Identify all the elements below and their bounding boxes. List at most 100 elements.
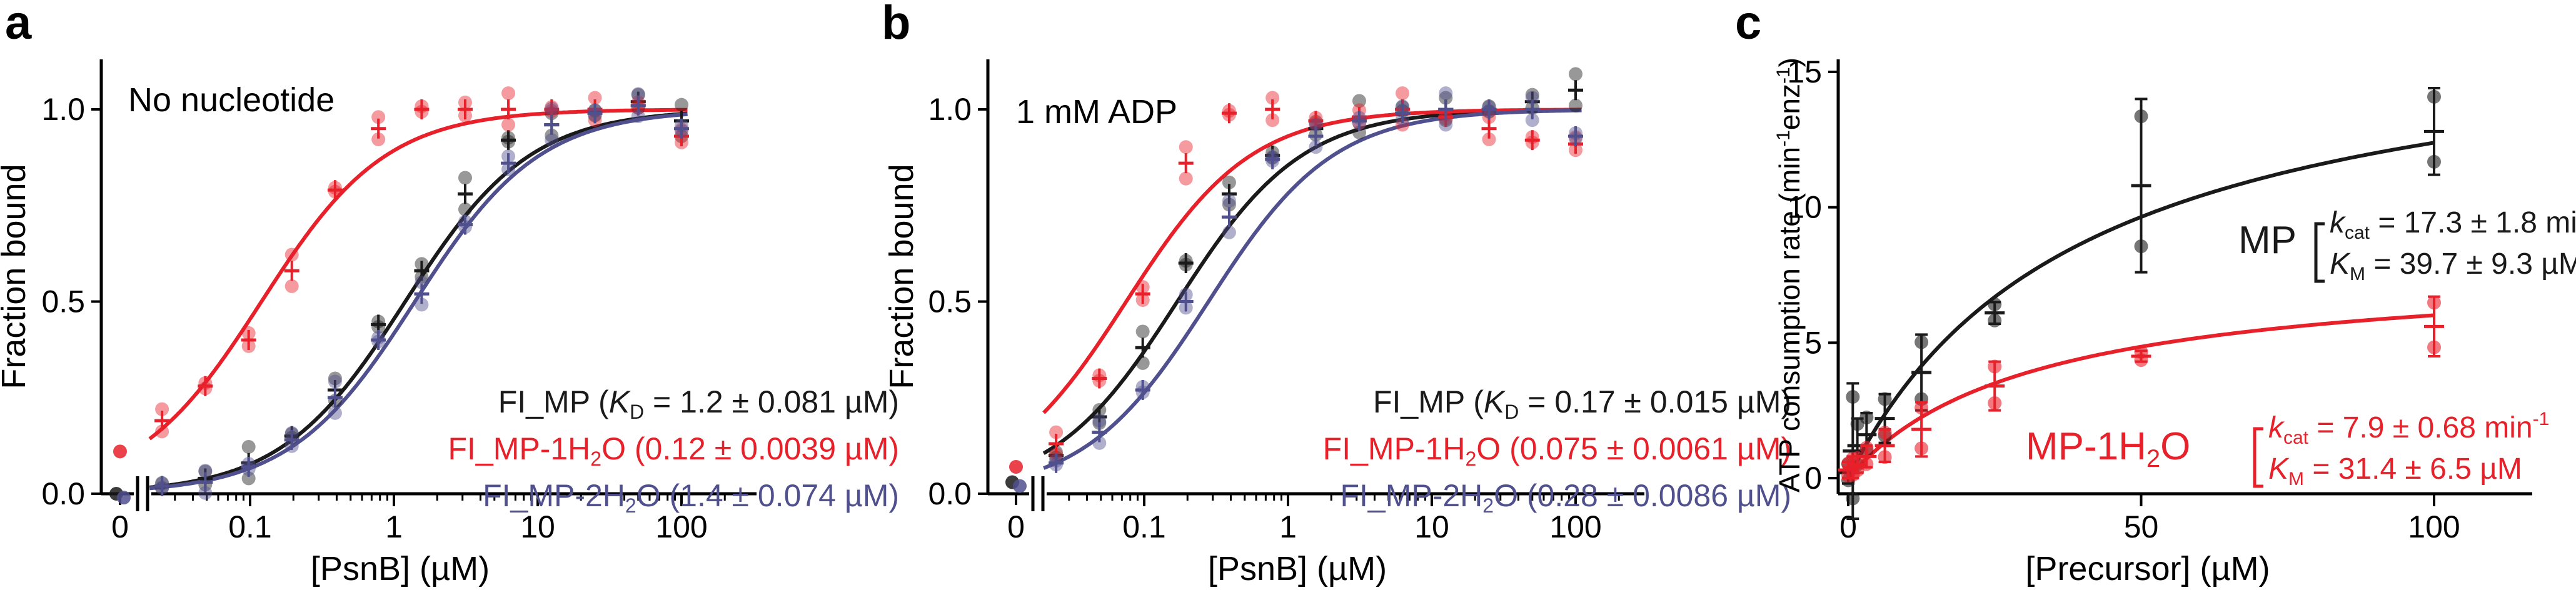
- legend-a-blue: FI_MP-2H2O (1.4 ± 0.074 µM): [483, 478, 899, 517]
- x-tick-label: 10: [1414, 509, 1449, 544]
- data-point-zero: [1009, 459, 1023, 474]
- data-point-replicate: [328, 406, 342, 420]
- data-point-replicate: [415, 275, 429, 289]
- data-point-replicate: [1396, 86, 1410, 101]
- data-point-replicate: [588, 91, 602, 105]
- data-point-replicate: [1135, 324, 1150, 339]
- data-point-replicate: [1222, 194, 1236, 208]
- axes-a: 0.0 0.5 1.0 0 0.1 1 10 100 [PsnB] (µM) Fraction b…: [0, 59, 757, 588]
- y-tick-label: 1.0: [41, 92, 85, 127]
- data-point-replicate: [1439, 118, 1453, 132]
- x-axis-label: [Precursor] (µM): [2025, 550, 2270, 588]
- x-axis-label: [PsnB] (µM): [311, 550, 490, 588]
- data-point-replicate: [1439, 86, 1453, 101]
- y-tick-label: 15: [1787, 54, 1822, 89]
- axes-b: 0.0 0.5 1.0 0 0.1 1 10 100 [PsnB] (µM) Fraction b…: [883, 59, 1644, 588]
- data-point-replicate: [1222, 198, 1236, 212]
- y-tick-label: 0: [1804, 461, 1822, 496]
- data-point-replicate: [1092, 414, 1107, 428]
- data-point-replicate: [501, 118, 516, 132]
- data-point-replicate: [675, 98, 688, 112]
- data-point-replicate: [415, 298, 429, 312]
- data-point-replicate: [545, 128, 559, 142]
- x-tick-label: 1: [1279, 509, 1297, 544]
- data-point-replicate: [458, 202, 472, 216]
- data-point-replicate: [1179, 171, 1193, 186]
- legend-b-red: FI_MP-1H2O (0.075 ± 0.0061 µM): [1323, 431, 1791, 470]
- data-point-replicate: [545, 101, 559, 116]
- data-point-replicate: [545, 133, 559, 148]
- y-tick-label: 0.0: [41, 476, 85, 511]
- fit-curve-FI_MP-1H2O: [1042, 108, 1582, 414]
- data-point-replicate: [1525, 113, 1539, 128]
- legend-a-red: FI_MP-1H2O (0.12 ± 0.0039 µM): [448, 431, 899, 470]
- y-tick-label: 10: [1787, 190, 1822, 225]
- annot-mp-km: KM = 39.7 ± 9.3 µM: [2330, 248, 2576, 284]
- annot-mp1h2o-km: KM = 31.4 ± 6.5 µM: [2268, 452, 2522, 489]
- legend-b-black: FI_MP (KD = 0.17 ± 0.015 µM): [1373, 384, 1791, 423]
- x-tick-label: 0.1: [1122, 509, 1166, 544]
- annot-mp1h2o-kcat: kcat = 7.9 ± 0.68 min-1: [2268, 409, 2549, 448]
- data-point-replicate: [371, 132, 386, 146]
- data-point-replicate: [1049, 425, 1064, 439]
- data-point-replicate: [284, 279, 299, 293]
- data-point-replicate: [1265, 91, 1280, 105]
- data-point-replicate: [241, 439, 256, 454]
- panel-letter-b: b: [882, 0, 910, 49]
- annot-mp1h2o-bracket: [2253, 427, 2263, 488]
- data-point-replicate: [458, 171, 472, 185]
- x-tick-label: 100: [2408, 509, 2460, 544]
- y-axis-label: Fraction bound: [0, 164, 33, 389]
- data-point-replicate: [328, 374, 342, 389]
- data-point-replicate: [1135, 356, 1150, 370]
- panel-b: 0.0 0.5 1.0 0 0.1 1 10 100 [PsnB] (µM) Fraction b…: [883, 59, 1791, 588]
- data-point-replicate: [1396, 118, 1410, 132]
- data-point-replicate: [371, 110, 386, 124]
- data-point-replicate: [155, 402, 169, 416]
- x-tick-label: 1: [385, 509, 403, 544]
- data-points-b: [1005, 67, 1583, 493]
- panel-letter-a: a: [5, 0, 32, 49]
- y-tick-label: 0.0: [928, 476, 972, 511]
- x-axis-label: [PsnB] (µM): [1208, 550, 1387, 588]
- data-point-replicate: [1309, 140, 1323, 154]
- y-axis-label: ATP consumption rate (min-1enz-1): [1773, 58, 1806, 492]
- data-point-replicate: [631, 87, 645, 101]
- legend-b-blue: FI_MP-2H2O (0.28 ± 0.0086 µM): [1340, 478, 1791, 517]
- panel-letter-c: c: [1735, 0, 1761, 49]
- data-points-a: [109, 86, 689, 505]
- data-point-replicate: [198, 486, 213, 500]
- data-point-replicate: [1439, 91, 1453, 105]
- legend-a-black: FI_MP (KD = 1.2 ± 0.081 µM): [498, 384, 899, 423]
- x-tick-label: 0.1: [228, 509, 272, 544]
- data-point-replicate: [631, 109, 645, 124]
- data-point-replicate: [1569, 98, 1582, 112]
- data-point-replicate: [1525, 91, 1539, 105]
- fit-curves-a: [148, 108, 688, 491]
- fit-curve-FI_MP-2H2O: [1043, 108, 1582, 470]
- data-point-replicate: [1265, 113, 1280, 128]
- data-point-replicate: [1352, 125, 1366, 139]
- panel-c: 0 5 10 15 0 50 100 [Precursor] (µM) ATP consumpt…: [1773, 54, 2576, 588]
- annot-mp-label: MP: [2238, 219, 2297, 262]
- data-point-zero: [117, 491, 131, 505]
- data-point-zero: [1013, 479, 1027, 493]
- panel-a: 0.0 0.5 1.0 0 0.1 1 10 100 [PsnB] (µM) Fraction b…: [0, 59, 899, 588]
- data-point-replicate: [328, 371, 342, 386]
- x-tick-label: 0: [1007, 509, 1025, 544]
- fit-curve-FI_MP-2H2O: [149, 112, 688, 491]
- y-tick-label: 0.5: [928, 284, 972, 319]
- fit-curve-FI_MP: [149, 111, 688, 489]
- axes-c: 0 5 10 15 0 50 100 [Precursor] (µM) ATP consumpt…: [1773, 54, 2532, 588]
- x-tick-label: 0: [111, 509, 129, 544]
- data-point-zero: [113, 444, 127, 459]
- data-point-replicate: [501, 86, 516, 101]
- data-point-replicate: [1092, 436, 1107, 450]
- data-point-replicate: [155, 424, 169, 439]
- data-point-replicate: [1222, 225, 1236, 239]
- data-point-replicate: [1179, 140, 1193, 154]
- condition-label-a: No nucleotide: [128, 81, 335, 119]
- fit-curve-FI_MP-1H2O: [148, 108, 688, 441]
- y-tick-label: 0.5: [41, 284, 85, 319]
- x-tick-label: 50: [2124, 509, 2159, 544]
